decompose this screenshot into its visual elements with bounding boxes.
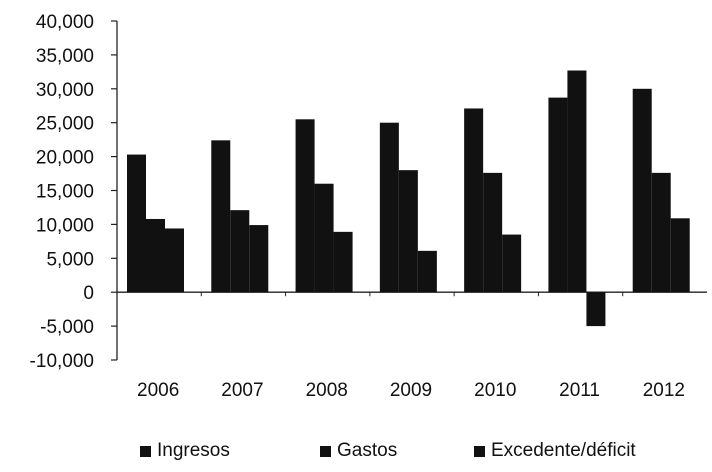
y-tick-label: 10,000 <box>36 215 94 236</box>
bar-gastos <box>314 183 334 293</box>
bar-gastos <box>146 218 165 293</box>
bar-gastos <box>483 172 503 293</box>
bar-excedente <box>417 250 437 293</box>
bars <box>127 70 690 327</box>
bar-gastos <box>567 70 587 293</box>
bar-excedente <box>502 234 522 293</box>
y-tick-label: 40,000 <box>36 12 94 33</box>
x-tick-label: 2011 <box>559 380 600 401</box>
x-tick-label: 2008 <box>306 380 348 401</box>
bar-ingresos <box>464 108 484 293</box>
bar-gastos <box>398 170 418 293</box>
legend-swatch-icon <box>140 445 151 457</box>
legend-label: Excedente/déficit <box>491 440 636 461</box>
legend-swatch-icon <box>474 445 485 457</box>
legend-label: Ingresos <box>157 440 230 461</box>
bar-gastos <box>651 172 671 293</box>
legend-item-excedente: Excedente/déficit <box>474 440 636 462</box>
bar-ingresos <box>632 88 652 293</box>
bar-ingresos <box>295 119 315 293</box>
y-tick-label: -10,000 <box>30 351 94 372</box>
y-tick-label: -5,000 <box>40 317 94 338</box>
bar-gastos <box>230 210 250 293</box>
bar-ingresos <box>379 122 399 293</box>
legend-label: Gastos <box>337 440 398 461</box>
legend-item-gastos: Gastos <box>320 440 397 462</box>
legend-item-ingresos: Ingresos <box>140 440 230 462</box>
y-tick-label: 25,000 <box>36 114 94 135</box>
x-tick-label: 2007 <box>221 380 263 401</box>
y-tick-label: 35,000 <box>36 46 94 67</box>
x-tick-label: 2012 <box>643 380 685 401</box>
bar-ingresos <box>211 140 231 293</box>
y-tick-label: 20,000 <box>36 148 94 169</box>
x-tick-label: 2009 <box>390 380 432 401</box>
y-tick-label: 5,000 <box>46 249 94 270</box>
x-tick-label: 2006 <box>137 380 179 401</box>
y-tick-label: 30,000 <box>36 80 94 101</box>
x-tick-label: 2010 <box>474 380 516 401</box>
bar-excedente <box>670 218 690 293</box>
bar-excedente <box>586 292 606 327</box>
y-tick-label: 0 <box>83 283 94 304</box>
bar-ingresos <box>127 154 146 293</box>
bar-excedente <box>333 231 353 293</box>
bar-excedente <box>249 225 269 293</box>
legend: Ingresos Gastos Excedente/déficit <box>0 440 712 468</box>
y-tick-label: 15,000 <box>36 182 94 203</box>
bar-excedente <box>165 228 184 293</box>
tick-labels: 40,000 35,000 30,000 25,000 20,000 15,000 10,0… <box>30 12 685 401</box>
bar-chart: 40,000 35,000 30,000 25,000 20,000 15,000 10,0… <box>30 12 707 401</box>
bar-ingresos <box>548 97 568 293</box>
legend-swatch-icon <box>320 445 331 457</box>
